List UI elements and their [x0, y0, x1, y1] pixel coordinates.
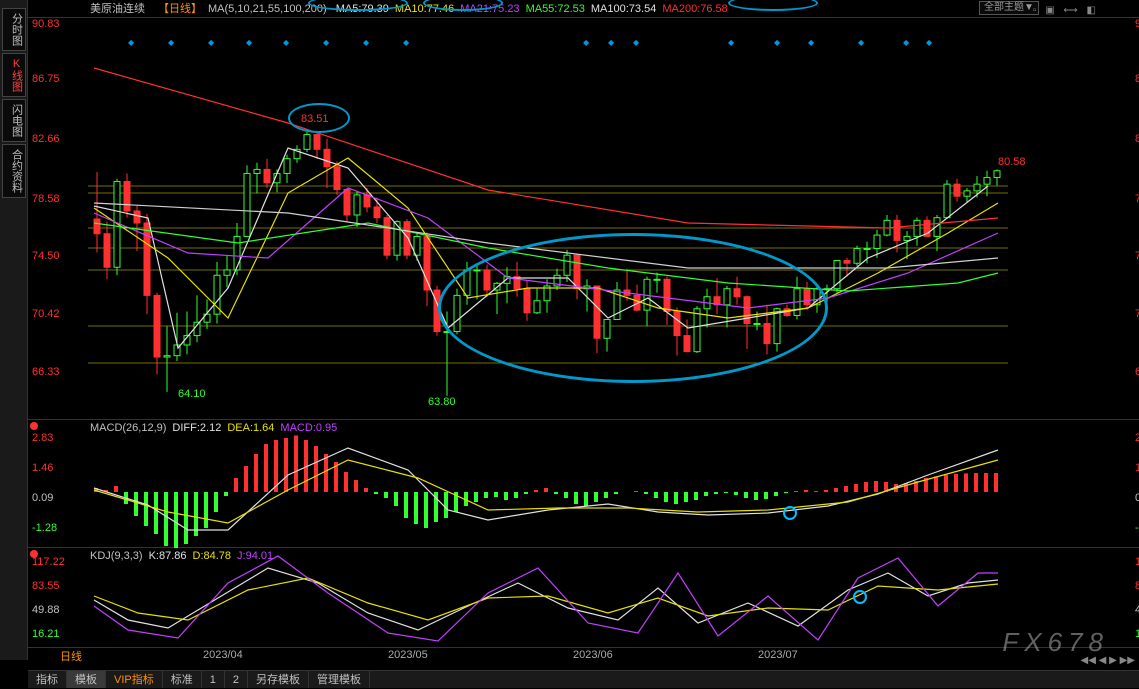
axis-tick: 74.50 [32, 250, 60, 262]
axis-tick: 66.33 [1135, 366, 1139, 378]
bottom-tab[interactable]: 标准 [163, 671, 202, 688]
theme-dropdown[interactable]: 全部主题▼ [979, 1, 1039, 15]
event-marker-icon: ◆ [246, 38, 252, 44]
price-canvas [88, 18, 1008, 420]
axis-tick: 66.33 [32, 366, 60, 378]
ma-value: MA10:77.46 [395, 3, 454, 15]
event-marker-icon: ◆ [808, 38, 814, 44]
kdj-panel[interactable]: KDJ(9,3,3)K:87.86D:84.78J:94.01 117.2283… [28, 548, 1139, 648]
ma-value: MA100:73.54 [591, 3, 656, 15]
watermark: FX678 [1002, 627, 1109, 658]
leftbar-flash[interactable]: 闪电图 [2, 99, 26, 142]
ma-value: MA21:75.23 [460, 3, 519, 15]
price-marker: 83.51 [301, 113, 329, 125]
bottom-tab[interactable]: VIP指标 [106, 671, 163, 688]
bottom-tab[interactable]: 管理模板 [309, 671, 370, 688]
event-marker-icon: ◆ [858, 38, 864, 44]
left-toolbar: 分时图 K线图 闪电图 合约资料 [0, 0, 28, 660]
bottom-tab[interactable]: 另存模板 [248, 671, 309, 688]
macd-panel[interactable]: MACD(26,12,9)DIFF:2.12DEA:1.64MACD:0.95 … [28, 420, 1139, 548]
panel-dot-icon [30, 422, 38, 430]
date-tick: 2023/05 [388, 649, 428, 661]
kdj-canvas [88, 548, 1128, 648]
bottom-tab[interactable]: 模板 [67, 671, 106, 688]
axis-tick: 90.83 [32, 18, 60, 30]
macd-legend: MACD(26,12,9)DIFF:2.12DEA:1.64MACD:0.95 [90, 422, 343, 434]
price-marker: 64.10 [178, 388, 206, 400]
instrument-title: 美原油连续 [90, 0, 145, 18]
kdj-legend: KDJ(9,3,3)K:87.86D:84.78J:94.01 [90, 550, 279, 562]
macd-canvas [88, 420, 1128, 548]
axis-tick: 78.58 [32, 193, 60, 205]
event-marker-icon: ◆ [128, 38, 134, 44]
top-annotation [728, 0, 818, 11]
event-marker-icon: ◆ [608, 38, 614, 44]
axis-tick: 90.83 [1135, 18, 1139, 30]
event-marker-icon: ◆ [903, 38, 909, 44]
bottom-tab[interactable]: 指标 [28, 671, 67, 688]
bottom-tab-bar: 指标模板VIP指标标准12另存模板管理模板 [28, 670, 1139, 688]
date-tick: 2023/06 [573, 649, 613, 661]
macd-annotation-circle [783, 506, 797, 520]
axis-tick: 70.42 [1135, 308, 1139, 320]
axis-tick: 78.58 [1135, 193, 1139, 205]
event-marker-icon: ◆ [168, 38, 174, 44]
leftbar-contract[interactable]: 合约资料 [2, 144, 26, 198]
leftbar-timeshare[interactable]: 分时图 [2, 8, 26, 51]
axis-tick: 86.75 [1135, 73, 1139, 85]
event-marker-icon: ◆ [323, 38, 329, 44]
price-marker: 80.58 [998, 156, 1026, 168]
axis-tick: 82.66 [32, 133, 60, 145]
ma-value: MA200:76.58 [662, 3, 727, 15]
period-label: 【日线】 [158, 0, 202, 18]
event-marker-icon: ◆ [363, 38, 369, 44]
date-axis: 2023/04 2023/05 2023/06 2023/07 [28, 648, 1139, 664]
ma-value: MA5:79.39 [336, 3, 389, 15]
axis-tick: 70.42 [32, 308, 60, 320]
bottom-tab[interactable]: 2 [225, 671, 248, 688]
price-marker: 63.80 [428, 396, 456, 408]
ma-legend: MA(5,10,21,55,100,200) MA5:79.39 MA10:77.… [208, 0, 740, 18]
chart-wrap: 美原油连续 【日线】 MA(5,10,21,55,100,200) MA5:79… [28, 0, 1139, 688]
ma-formula: MA(5,10,21,55,100,200) [208, 3, 327, 15]
ma-value: MA55:72.53 [526, 3, 585, 15]
event-marker-icon: ◆ [583, 38, 589, 44]
event-marker-icon: ◆ [774, 38, 780, 44]
top-bar: 美原油连续 【日线】 MA(5,10,21,55,100,200) MA5:79… [28, 0, 1139, 18]
axis-tick: 74.50 [1135, 250, 1139, 262]
price-chart[interactable]: 90.83 86.75 82.66 78.58 74.50 70.42 66.33 90.8… [28, 18, 1139, 420]
date-tick: 2023/07 [758, 649, 798, 661]
bottom-period: 日线 [60, 648, 82, 664]
leftbar-kline[interactable]: K线图 [2, 53, 26, 97]
event-marker-icon: ◆ [283, 38, 289, 44]
date-tick: 2023/04 [203, 649, 243, 661]
bottom-tab[interactable]: 1 [202, 671, 225, 688]
event-marker-icon: ◆ [208, 38, 214, 44]
axis-tick: 86.75 [32, 73, 60, 85]
event-marker-icon: ◆ [403, 38, 409, 44]
price-plot-area[interactable]: ◆ ◆ ◆ ◆ ◆ ◆ ◆ ◆ ◆ ◆ ◆ ◆ ◆ ◆ ◆ ◆ ◆ 83.51 80.58 64.10 63.80 [88, 18, 1079, 419]
kdj-annotation-circle [853, 590, 867, 604]
event-marker-icon: ◆ [728, 38, 734, 44]
event-marker-icon: ◆ [633, 38, 639, 44]
event-marker-icon: ◆ [926, 38, 932, 44]
axis-tick: 82.66 [1135, 133, 1139, 145]
panel-dot-icon [30, 550, 38, 558]
